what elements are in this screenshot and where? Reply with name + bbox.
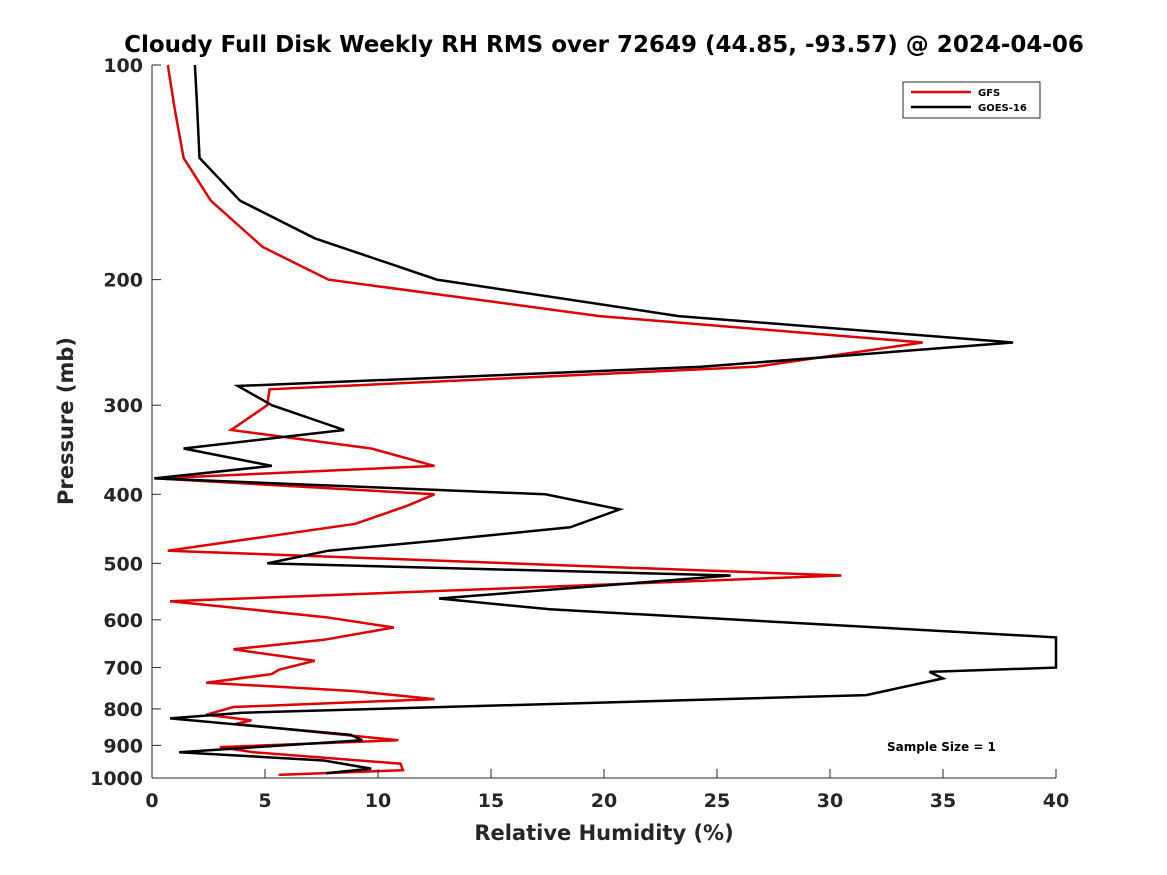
legend-box: [902, 81, 1041, 119]
chart-title: Cloudy Full Disk Weekly RH RMS over 7264…: [124, 32, 1084, 58]
y-tick-label: 900: [103, 735, 143, 757]
series-line-goes16: [154, 64, 1058, 775]
y-tick-label: 800: [103, 699, 143, 721]
legend-label-goes16: GOES-16: [978, 103, 1027, 114]
y-axis-label: Pressure (mb): [54, 337, 78, 505]
x-tick-label: 5: [258, 790, 271, 812]
y-tick-label: 400: [103, 484, 143, 506]
x-tick-label: 20: [591, 790, 617, 812]
legend: GFS GOES-16: [902, 81, 1041, 119]
x-tick-label: 35: [930, 790, 956, 812]
y-tick-label: 200: [103, 270, 143, 292]
x-tick-label: 25: [704, 790, 730, 812]
y-tick-label: 700: [103, 658, 143, 680]
plot-area: 0 5 10 15 20 25 30 35 40 100 200 300 400 500 600 700 800…: [90, 55, 1069, 812]
axes-layer: 0 5 10 15 20 25 30 35 40 100 200 300 400 500 600 700 800…: [90, 55, 1069, 812]
series-line-gfs: [156, 64, 923, 777]
x-tick-label: 10: [365, 790, 391, 812]
y-tick-label: 500: [103, 553, 143, 575]
x-tick-label: 0: [145, 790, 158, 812]
x-tick-label: 15: [478, 790, 504, 812]
y-tick-label: 300: [103, 395, 143, 417]
sample-size-annotation: Sample Size = 1: [887, 740, 996, 754]
series-layer: [154, 64, 1058, 777]
y-tick-label: 100: [103, 55, 143, 77]
y-tick-label: 1000: [90, 768, 143, 790]
y-tick-label: 600: [103, 610, 143, 632]
x-tick-label: 40: [1043, 790, 1069, 812]
plot-frame: [152, 65, 1056, 778]
x-axis-label: Relative Humidity (%): [474, 821, 733, 845]
x-tick-label: 30: [817, 790, 843, 812]
legend-label-gfs: GFS: [978, 88, 1000, 99]
